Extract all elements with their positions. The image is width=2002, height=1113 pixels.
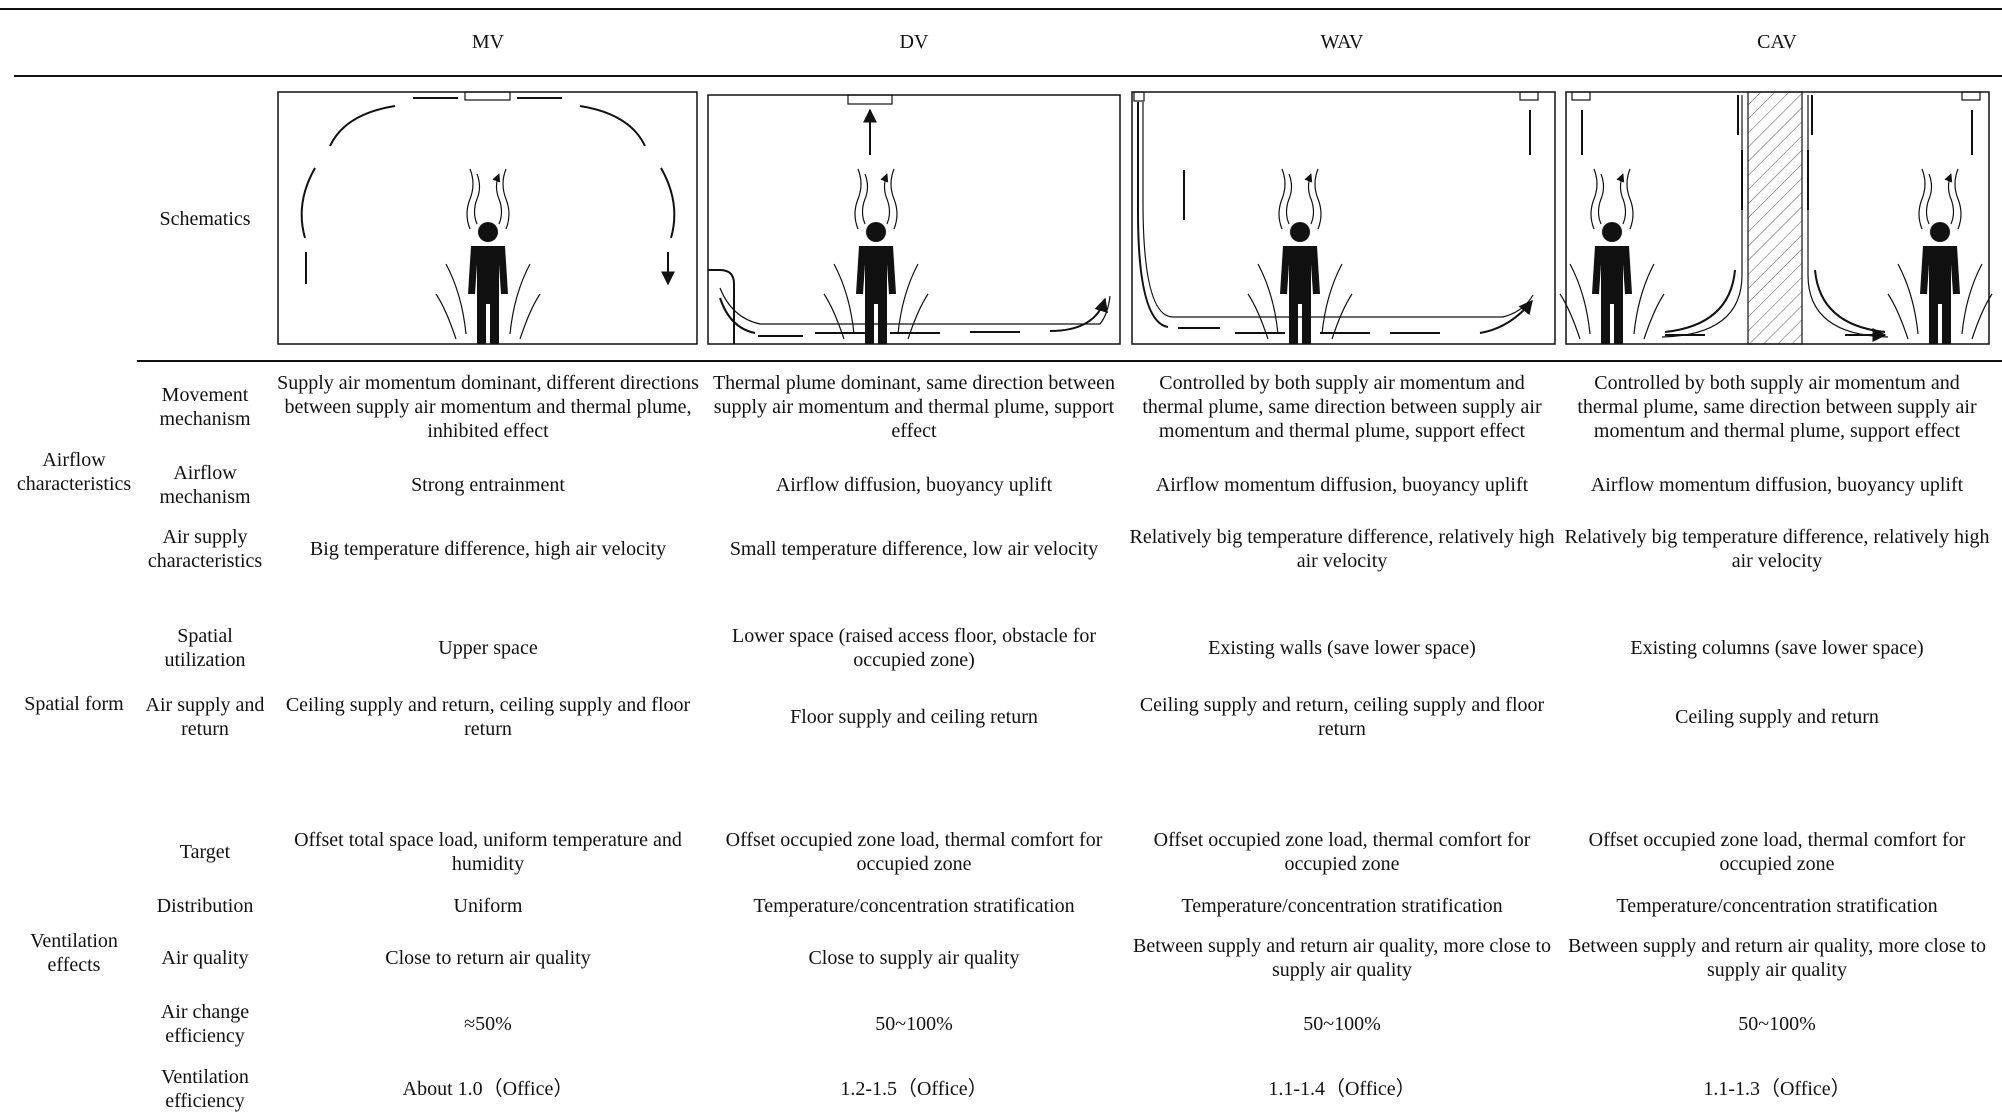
- row-label: Air quality: [161, 947, 249, 969]
- column-header: MV: [471, 31, 505, 53]
- column-header: CAV: [1757, 31, 1797, 53]
- cell: Floor supply and ceiling return: [790, 706, 1038, 728]
- row-label: Schematics: [159, 208, 251, 230]
- cell: Supply air momentum dominant, different …: [277, 372, 699, 442]
- cell: Ceiling supply and return, ceiling suppl…: [285, 694, 691, 740]
- cell: Controlled by both supply air momentum a…: [1577, 372, 1977, 442]
- row-label: Air supply characteristics: [147, 526, 263, 572]
- cell: Offset occupied zone load, thermal comfo…: [725, 829, 1103, 875]
- cell: Offset occupied zone load, thermal comfo…: [1588, 829, 1966, 875]
- cell: Small temperature difference, low air ve…: [729, 538, 1099, 560]
- row-label: Target: [179, 841, 231, 863]
- group-label: Spatial form: [24, 693, 124, 715]
- cell: Ceiling supply and return: [1675, 706, 1879, 728]
- cell: 1.2-1.5（Office）: [840, 1078, 988, 1100]
- cell: Temperature/concentration stratification: [1181, 895, 1503, 917]
- cell: 50~100%: [1303, 1013, 1381, 1035]
- cell: Temperature/concentration stratification: [1616, 895, 1938, 917]
- cell: Strong entrainment: [411, 474, 565, 496]
- cell: Lower space (raised access floor, obstac…: [731, 625, 1097, 671]
- group-label: Airflow characteristics: [16, 449, 132, 495]
- cell: Close to return air quality: [385, 947, 591, 969]
- cell: Offset occupied zone load, thermal comfo…: [1153, 829, 1531, 875]
- cell: About 1.0（Office）: [402, 1078, 574, 1100]
- cell: Relatively big temperature difference, r…: [1129, 526, 1555, 572]
- cell: Controlled by both supply air momentum a…: [1142, 372, 1542, 442]
- cell: Between supply and return air quality, m…: [1567, 935, 1987, 981]
- cell: Relatively big temperature difference, r…: [1564, 526, 1990, 572]
- cell: Existing walls (save lower space): [1208, 637, 1476, 659]
- cell: ≈50%: [464, 1013, 512, 1035]
- row-label: Air supply and return: [145, 694, 265, 740]
- cell: Airflow momentum diffusion, buoyancy upl…: [1155, 474, 1529, 496]
- cell: Ceiling supply and return, ceiling suppl…: [1139, 694, 1545, 740]
- cell: Thermal plume dominant, same direction b…: [712, 372, 1116, 442]
- row-label: Air change efficiency: [160, 1001, 250, 1047]
- column-header: WAV: [1320, 31, 1364, 53]
- row-label: Spatial utilization: [164, 625, 246, 671]
- cell: Big temperature difference, high air vel…: [309, 538, 667, 560]
- cell: Offset total space load, uniform tempera…: [294, 829, 682, 875]
- cell: Close to supply air quality: [808, 947, 1020, 969]
- column-header: DV: [899, 31, 929, 53]
- cell: 50~100%: [875, 1013, 953, 1035]
- cell: Temperature/concentration stratification: [753, 895, 1075, 917]
- row-label: Ventilation efficiency: [161, 1066, 249, 1112]
- cell: Airflow diffusion, buoyancy uplift: [775, 474, 1053, 496]
- row-label: Distribution: [156, 895, 254, 917]
- cell: Between supply and return air quality, m…: [1132, 935, 1552, 981]
- cell: 1.1-1.3（Office）: [1703, 1078, 1851, 1100]
- cell: Upper space: [438, 637, 538, 659]
- group-label: Ventilation effects: [30, 930, 118, 976]
- row-label: Movement mechanism: [159, 384, 251, 430]
- row-label: Airflow mechanism: [159, 462, 251, 508]
- cell: Airflow momentum diffusion, buoyancy upl…: [1590, 474, 1964, 496]
- cell: 50~100%: [1738, 1013, 1816, 1035]
- cell: Uniform: [453, 895, 523, 917]
- cell: Existing columns (save lower space): [1630, 637, 1924, 659]
- cell: 1.1-1.4（Office）: [1268, 1078, 1416, 1100]
